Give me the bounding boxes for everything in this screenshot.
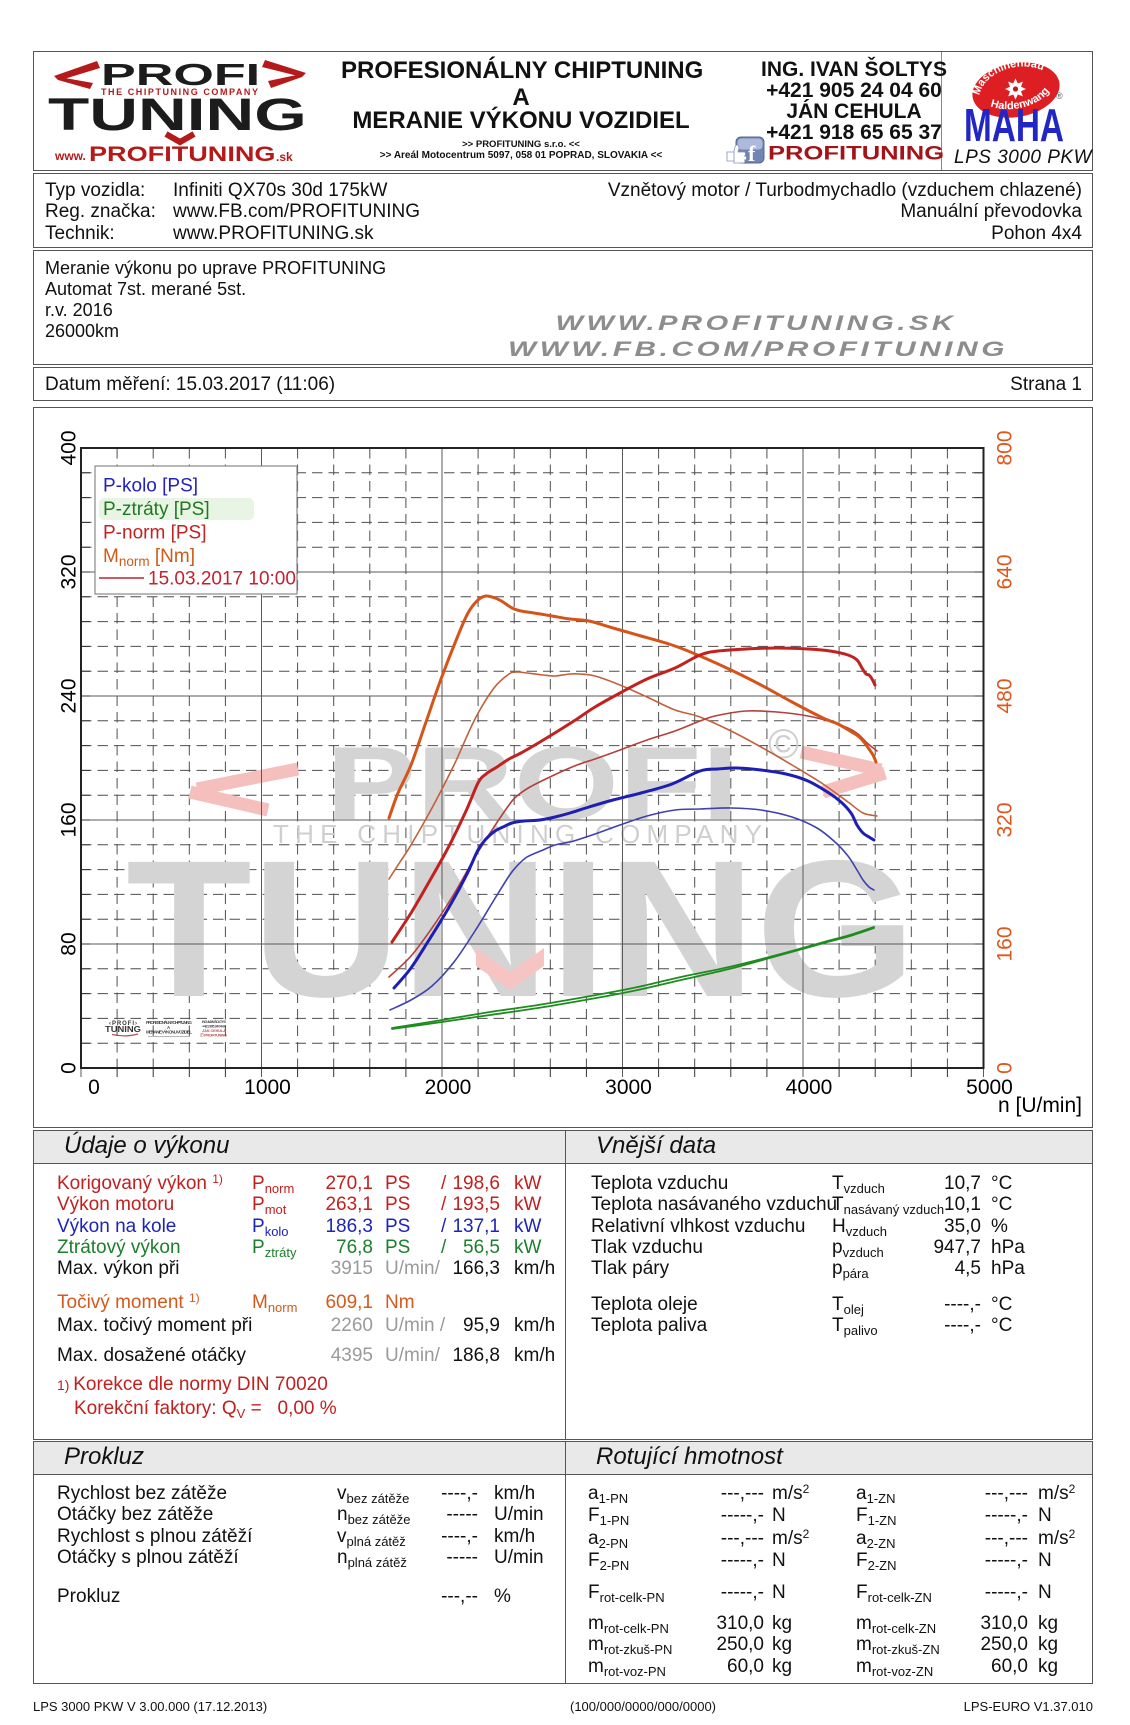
svg-text:TUNING: TUNING xyxy=(126,819,916,1038)
svg-text:160: 160 xyxy=(994,926,1017,961)
svg-text:‹PROFI›: ‹PROFI› xyxy=(109,1021,137,1027)
svg-text:240: 240 xyxy=(58,678,81,713)
svg-text:4000: 4000 xyxy=(786,1076,833,1099)
svg-text:®: ® xyxy=(1056,91,1063,101)
svg-text:480: 480 xyxy=(994,678,1017,713)
svg-text:P-ztráty [PS]: P-ztráty [PS] xyxy=(103,499,210,520)
svg-text:PROFI: PROFI xyxy=(101,58,260,93)
svg-text:+421 905 24 04 60: +421 905 24 04 60 xyxy=(202,1025,226,1029)
svg-text:0: 0 xyxy=(994,1062,1017,1074)
svg-text:0: 0 xyxy=(58,1062,81,1074)
svg-text:15.03.2017 10:00: 15.03.2017 10:00 xyxy=(148,569,296,590)
svg-text:80: 80 xyxy=(58,932,81,955)
svg-text:640: 640 xyxy=(994,554,1017,589)
svg-text:n [U/min]: n [U/min] xyxy=(998,1094,1082,1117)
svg-text:f: f xyxy=(748,141,756,164)
svg-text:www.: www. xyxy=(54,149,86,163)
svg-text:PROFITUNING: PROFITUNING xyxy=(89,143,275,166)
svg-text:0: 0 xyxy=(88,1076,100,1099)
svg-text:1000: 1000 xyxy=(244,1076,291,1099)
svg-text:TUNING: TUNING xyxy=(105,1024,141,1034)
svg-text:A: A xyxy=(167,1025,170,1030)
svg-text:MERANIE VÝKONU VOZIDIEL: MERANIE VÝKONU VOZIDIEL xyxy=(146,1029,192,1035)
svg-text:THE CHIPTUNING COMPANY: THE CHIPTUNING COMPANY xyxy=(101,87,258,97)
svg-text:320: 320 xyxy=(994,802,1017,837)
svg-text:5000: 5000 xyxy=(966,1076,1013,1099)
svg-text:MAHA: MAHA xyxy=(964,99,1064,151)
svg-text:400: 400 xyxy=(58,430,81,465)
svg-text:3000: 3000 xyxy=(605,1076,652,1099)
svg-text:Mnorm [Nm]: Mnorm [Nm] xyxy=(103,546,195,569)
svg-text:P-norm [PS]: P-norm [PS] xyxy=(103,523,206,544)
svg-text:2000: 2000 xyxy=(425,1076,472,1099)
svg-text:800: 800 xyxy=(994,430,1017,465)
svg-text:JÁN CEHULA: JÁN CEHULA xyxy=(202,1028,226,1033)
svg-text:ⓕ PROFITUNING: ⓕ PROFITUNING xyxy=(200,1033,227,1038)
svg-text:.sk: .sk xyxy=(276,150,293,164)
svg-text:160: 160 xyxy=(58,802,81,837)
svg-text:TUNING: TUNING xyxy=(48,90,307,140)
svg-text:P-kolo [PS]: P-kolo [PS] xyxy=(103,476,198,497)
svg-text:PROFESIONÁLNY CHIPTUNING: PROFESIONÁLNY CHIPTUNING xyxy=(146,1019,192,1025)
svg-text:320: 320 xyxy=(58,554,81,589)
svg-text:ING. IVAN ŠOLTYS: ING. IVAN ŠOLTYS xyxy=(202,1019,226,1024)
